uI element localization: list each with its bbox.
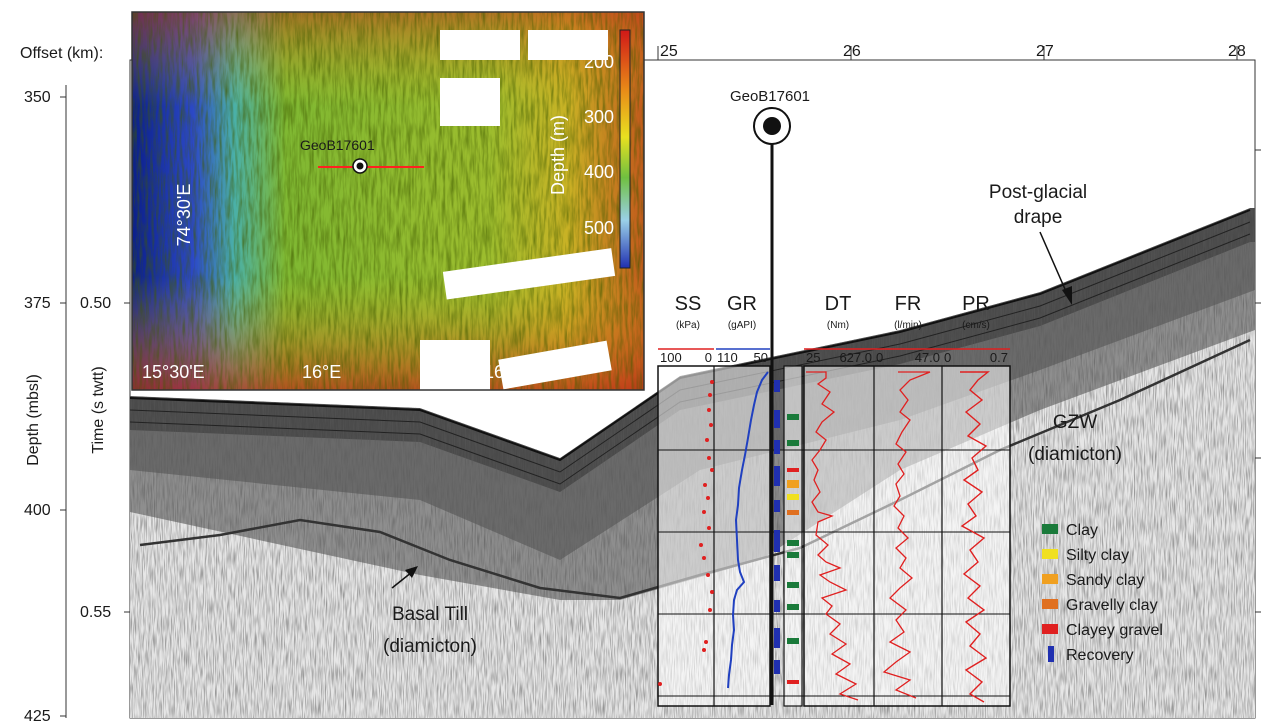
log-range-min: 110 bbox=[717, 350, 738, 365]
offset-axis: Offset (km): 25 26 27 28 bbox=[20, 43, 1246, 62]
log-header: SS bbox=[675, 293, 702, 315]
log-header: DT bbox=[825, 293, 852, 315]
log-range-min: 0 bbox=[944, 350, 951, 365]
offset-tick: 26 bbox=[843, 43, 861, 60]
gr-log-curve bbox=[727, 371, 769, 689]
legend-item: Gravelly clay bbox=[1066, 597, 1158, 614]
longitude-label: 16°30'E bbox=[484, 362, 547, 382]
recovery-strip bbox=[774, 380, 780, 674]
core-label: GeoB17601 bbox=[730, 88, 810, 105]
ss-log-points bbox=[658, 380, 714, 686]
till-label-line1: Basal Till bbox=[392, 604, 468, 625]
map-site-label: GeoB17601 bbox=[300, 137, 375, 153]
depth-tick: 350 bbox=[24, 89, 51, 106]
log-unit: (l/min) bbox=[894, 320, 922, 331]
log-header: GR bbox=[727, 293, 757, 315]
dt-log-curve bbox=[806, 371, 859, 701]
time-axis-label: Time (s twtt) bbox=[90, 366, 107, 453]
pr-log-curve bbox=[960, 371, 990, 703]
log-range-max: 0 bbox=[705, 350, 712, 365]
depth-axis: 350 375 400 425 Depth (mbsl) bbox=[24, 85, 67, 725]
inset-bathymetry-map: GeoB17601 74°30'E 15°30'E 16°E 16°30'E 2… bbox=[131, 11, 645, 391]
colorbar-title: Depth (m) bbox=[548, 115, 568, 195]
time-tick: 0.55 bbox=[80, 604, 111, 621]
gzw-label-line2: (diamicton) bbox=[1028, 444, 1122, 465]
depth-tick: 425 bbox=[24, 708, 51, 725]
colorbar-tick: 500 bbox=[584, 218, 614, 238]
log-unit: (gAPI) bbox=[728, 320, 756, 331]
lithology-strip bbox=[787, 414, 799, 684]
drape-label-line1: Post-glacial bbox=[989, 182, 1087, 203]
log-range-max: 50 bbox=[754, 350, 768, 365]
core-log-panel: SS (kPa) GR (gAPI) DT (Nm) FR (l/min) PR… bbox=[657, 293, 1011, 707]
gzw-label-line1: GZW bbox=[1053, 412, 1097, 433]
legend-item: Silty clay bbox=[1066, 547, 1129, 564]
longitude-label: 16°E bbox=[302, 362, 341, 382]
legend-item: Clayey gravel bbox=[1066, 622, 1163, 639]
legend-item: Clay bbox=[1066, 522, 1098, 539]
log-unit: (kPa) bbox=[676, 320, 700, 331]
depth-tick: 400 bbox=[24, 502, 51, 519]
offset-tick: 28 bbox=[1228, 43, 1246, 60]
colorbar-tick: 300 bbox=[584, 107, 614, 127]
core-site-marker: GeoB17601 bbox=[730, 88, 810, 705]
time-axis: 0.50 0.55 Time (s twtt) bbox=[80, 149, 1261, 621]
depth-tick: 375 bbox=[24, 295, 51, 312]
log-range-min: 25 bbox=[806, 350, 820, 365]
till-annotation: Basal Till (diamicton) bbox=[383, 566, 477, 657]
lithology-legend: Clay Silty clay Sandy clay Gravelly clay… bbox=[1042, 522, 1163, 664]
till-label-line2: (diamicton) bbox=[383, 636, 477, 657]
fr-log-curve bbox=[882, 371, 931, 699]
latitude-label: 74°30'E bbox=[174, 184, 194, 247]
drape-label-line2: drape bbox=[1014, 207, 1063, 228]
log-unit: (Nm) bbox=[827, 320, 849, 331]
log-range-min: 0 bbox=[876, 350, 883, 365]
time-tick: 0.50 bbox=[80, 295, 111, 312]
colorbar-tick: 400 bbox=[584, 162, 614, 182]
legend-item: Sandy clay bbox=[1066, 572, 1144, 589]
longitude-label: 15°30'E bbox=[142, 362, 205, 382]
offset-axis-label: Offset (km): bbox=[20, 45, 103, 62]
colorbar-tick: 200 bbox=[584, 52, 614, 72]
offset-tick: 25 bbox=[660, 43, 678, 60]
log-header: FR bbox=[895, 293, 922, 315]
gzw-annotation: GZW (diamicton) bbox=[1028, 412, 1122, 465]
legend-item: Recovery bbox=[1066, 647, 1134, 664]
log-range-min: 100 bbox=[660, 350, 682, 365]
drape-annotation: Post-glacial drape bbox=[989, 182, 1087, 305]
log-header: PR bbox=[962, 293, 990, 315]
depth-colorbar: 200 300 400 500 Depth (m) bbox=[548, 29, 631, 269]
offset-tick: 27 bbox=[1036, 43, 1054, 60]
log-unit: (cm/s) bbox=[962, 320, 990, 331]
depth-axis-label: Depth (mbsl) bbox=[25, 374, 42, 466]
log-range-max: 47.0 bbox=[915, 350, 940, 365]
log-range-max: 627.0 bbox=[839, 350, 872, 365]
log-range-max: 0.7 bbox=[990, 350, 1008, 365]
